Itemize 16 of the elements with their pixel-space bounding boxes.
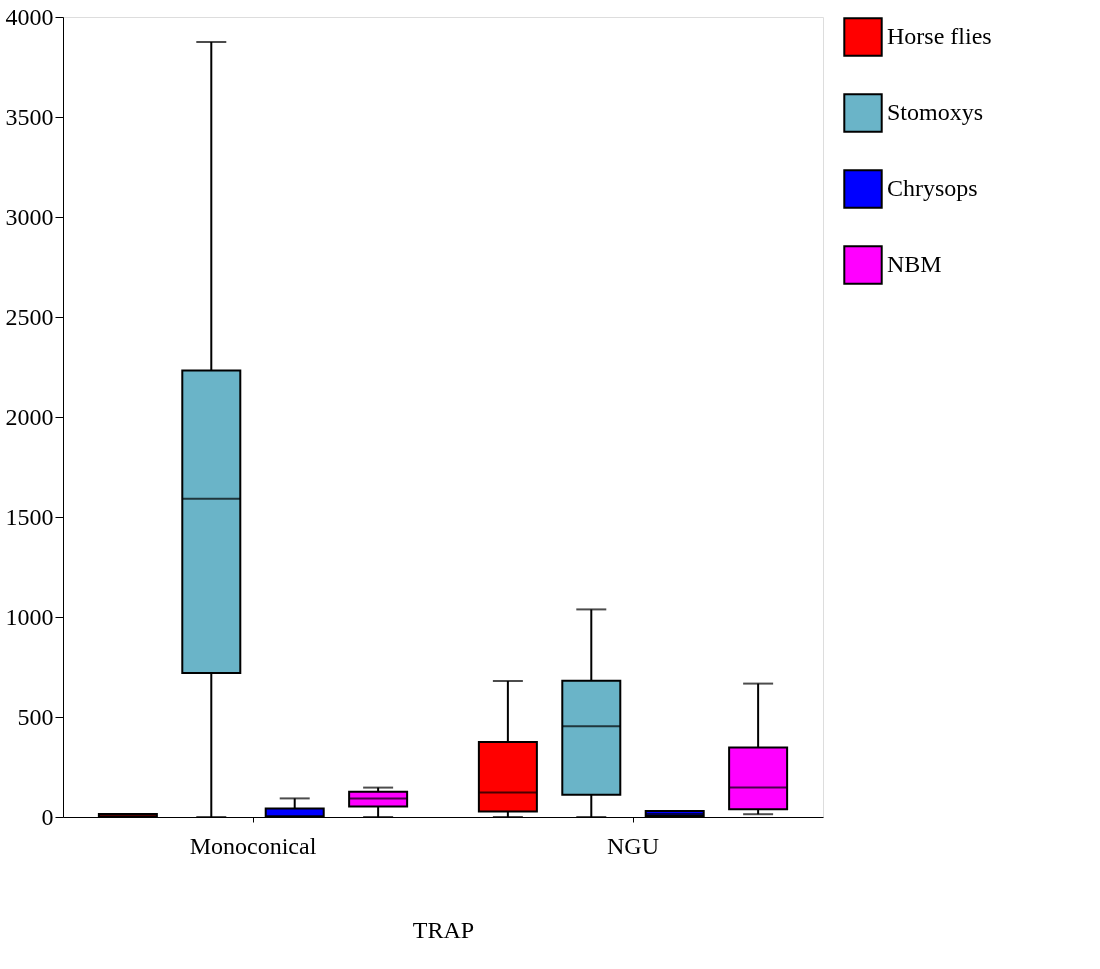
legend-label: NBM <box>887 251 942 277</box>
y-tick-label: 4000 <box>5 3 54 30</box>
y-tick-label: 500 <box>17 703 54 730</box>
legend-label: Stomoxys <box>887 99 984 125</box>
y-tick-label: 1000 <box>5 603 54 630</box>
legend-label: Horse flies <box>887 23 992 49</box>
y-tick-label: 2000 <box>5 403 54 430</box>
x-tick-label: Monoconical <box>189 832 317 859</box>
y-tick-label: 2500 <box>5 303 54 330</box>
y-tick-label: 0 <box>41 803 54 830</box>
x-tick-label: NGU <box>607 832 659 859</box>
x-axis-title: TRAP <box>412 916 475 943</box>
legend-label: Chrysops <box>887 175 978 201</box>
y-tick-label: 3000 <box>5 203 54 230</box>
y-tick-label: 1500 <box>5 503 54 530</box>
y-tick-label: 3500 <box>5 103 54 130</box>
